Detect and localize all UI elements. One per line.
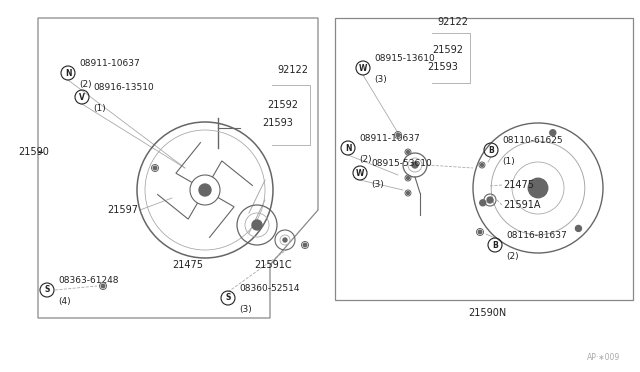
Text: (2): (2) (506, 252, 518, 261)
Circle shape (487, 197, 493, 203)
Text: 21597: 21597 (107, 205, 138, 215)
Text: N: N (65, 68, 71, 77)
Circle shape (303, 243, 307, 247)
Text: 21592: 21592 (267, 100, 298, 110)
Text: 21590: 21590 (18, 147, 49, 157)
Text: B: B (488, 145, 494, 154)
Text: (3): (3) (239, 305, 252, 314)
Circle shape (153, 166, 157, 170)
Circle shape (396, 133, 400, 137)
Text: S: S (44, 285, 50, 295)
Text: AP·∗009: AP·∗009 (587, 353, 620, 362)
Text: 08911-10637: 08911-10637 (79, 59, 140, 68)
Text: 21475: 21475 (503, 180, 534, 190)
Text: 21590N: 21590N (468, 308, 506, 318)
Circle shape (480, 200, 486, 206)
Text: 21593: 21593 (262, 118, 293, 128)
Circle shape (101, 284, 105, 288)
Text: 21591C: 21591C (254, 260, 292, 270)
Circle shape (406, 151, 410, 154)
Circle shape (481, 164, 483, 167)
Text: (2): (2) (359, 155, 372, 164)
Text: V: V (79, 93, 85, 102)
Circle shape (478, 230, 482, 234)
Circle shape (252, 220, 262, 230)
Text: 92122: 92122 (277, 65, 308, 75)
Circle shape (406, 176, 410, 180)
Text: 21591A: 21591A (503, 200, 541, 210)
Text: 21593: 21593 (427, 62, 458, 72)
Text: (1): (1) (93, 104, 106, 113)
Text: 08911-10637: 08911-10637 (359, 134, 420, 143)
Text: (2): (2) (79, 80, 92, 89)
Text: S: S (225, 294, 230, 302)
Circle shape (283, 238, 287, 242)
Text: 08916-13510: 08916-13510 (93, 83, 154, 92)
Bar (335, 18, 633, 300)
Text: (3): (3) (374, 75, 387, 84)
Text: 08915-53610: 08915-53610 (371, 159, 432, 168)
Text: W: W (356, 169, 364, 177)
Text: 08360-52514: 08360-52514 (239, 284, 300, 293)
Text: (4): (4) (58, 297, 70, 306)
Circle shape (199, 184, 211, 196)
Circle shape (575, 225, 582, 231)
Text: (1): (1) (502, 157, 515, 166)
Text: B: B (492, 241, 498, 250)
Circle shape (406, 192, 410, 195)
Text: 92122: 92122 (437, 17, 468, 27)
Text: 08110-61625: 08110-61625 (502, 136, 563, 145)
Text: N: N (345, 144, 351, 153)
Circle shape (550, 130, 556, 136)
Circle shape (412, 162, 418, 168)
Text: (3): (3) (371, 180, 384, 189)
Text: 21592: 21592 (432, 45, 463, 55)
Text: W: W (359, 64, 367, 73)
Circle shape (528, 178, 548, 198)
Text: 21475: 21475 (173, 260, 204, 270)
Text: 08915-13610: 08915-13610 (374, 54, 435, 63)
Text: 08116-81637: 08116-81637 (506, 231, 567, 240)
Text: 08363-61248: 08363-61248 (58, 276, 118, 285)
